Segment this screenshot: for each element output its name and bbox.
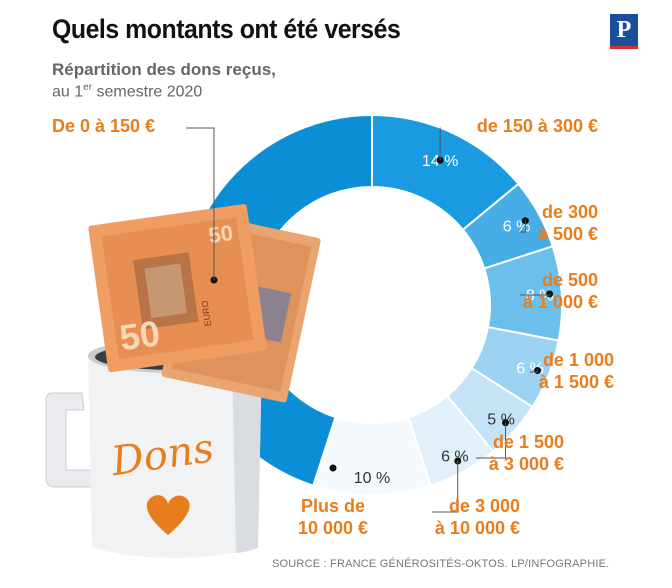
category-label-3: de 500 à 1 000 € xyxy=(523,270,598,312)
subtitle-period-prefix: au 1 xyxy=(52,83,84,101)
chart-title: Quels montants ont été versés xyxy=(52,14,401,44)
leader-line-3 xyxy=(520,293,551,296)
donut-slice-7 xyxy=(312,415,432,496)
leader-lines xyxy=(186,127,554,513)
leader-line-5 xyxy=(476,422,507,459)
source-note: SOURCE : FRANCE GÉNÉROSITÉS-OKTOS. LP/IN… xyxy=(272,558,610,570)
category-label-7: Plus de 10 000 € xyxy=(298,496,368,538)
chart-subtitle: Répartition des dons reçus, xyxy=(52,60,276,79)
category-label-6: de 3 000 à 10 000 € xyxy=(435,496,520,538)
leader-line-0 xyxy=(186,127,215,280)
le-parisien-logo: P xyxy=(610,14,638,49)
percent-label-3: 8 % xyxy=(526,287,554,304)
leader-line-2 xyxy=(520,220,526,233)
subtitle-period-suffix: semestre 2020 xyxy=(92,83,203,101)
leader-line-6 xyxy=(432,460,459,513)
mug-illustration: 50 50 EURO Dons xyxy=(45,204,321,558)
heart-icon xyxy=(146,495,190,535)
leader-line-4 xyxy=(530,370,539,373)
category-label-1: de 150 à 300 € xyxy=(477,116,598,136)
leader-dot-7 xyxy=(329,464,337,472)
category-label-0: De 0 à 150 € xyxy=(52,116,155,136)
banknote-value-corner: 50 xyxy=(207,220,235,248)
percent-label-5: 5 % xyxy=(487,412,515,429)
category-label-5: de 1 500 à 3 000 € xyxy=(489,432,564,474)
percent-label-7: 10 % xyxy=(354,470,390,487)
banknote-front: 50 50 EURO xyxy=(88,204,267,373)
subtitle-period-sup: er xyxy=(83,82,93,93)
mug-shade xyxy=(232,354,262,553)
banknote-value: 50 xyxy=(117,312,162,358)
chart-subtitle-period: au 1er semestre 2020 xyxy=(52,82,202,101)
banknote-euro-text: EURO xyxy=(200,300,214,327)
category-label-2: de 300 à 500 € xyxy=(538,202,598,244)
category-label-4: de 1 000 à 1 500 € xyxy=(539,350,614,392)
mug-body xyxy=(88,352,262,558)
category-labels: De 0 à 150 € de 150 à 300 € de 300 à 500 € d… xyxy=(52,116,614,538)
percent-label-6: 6 % xyxy=(441,449,469,466)
